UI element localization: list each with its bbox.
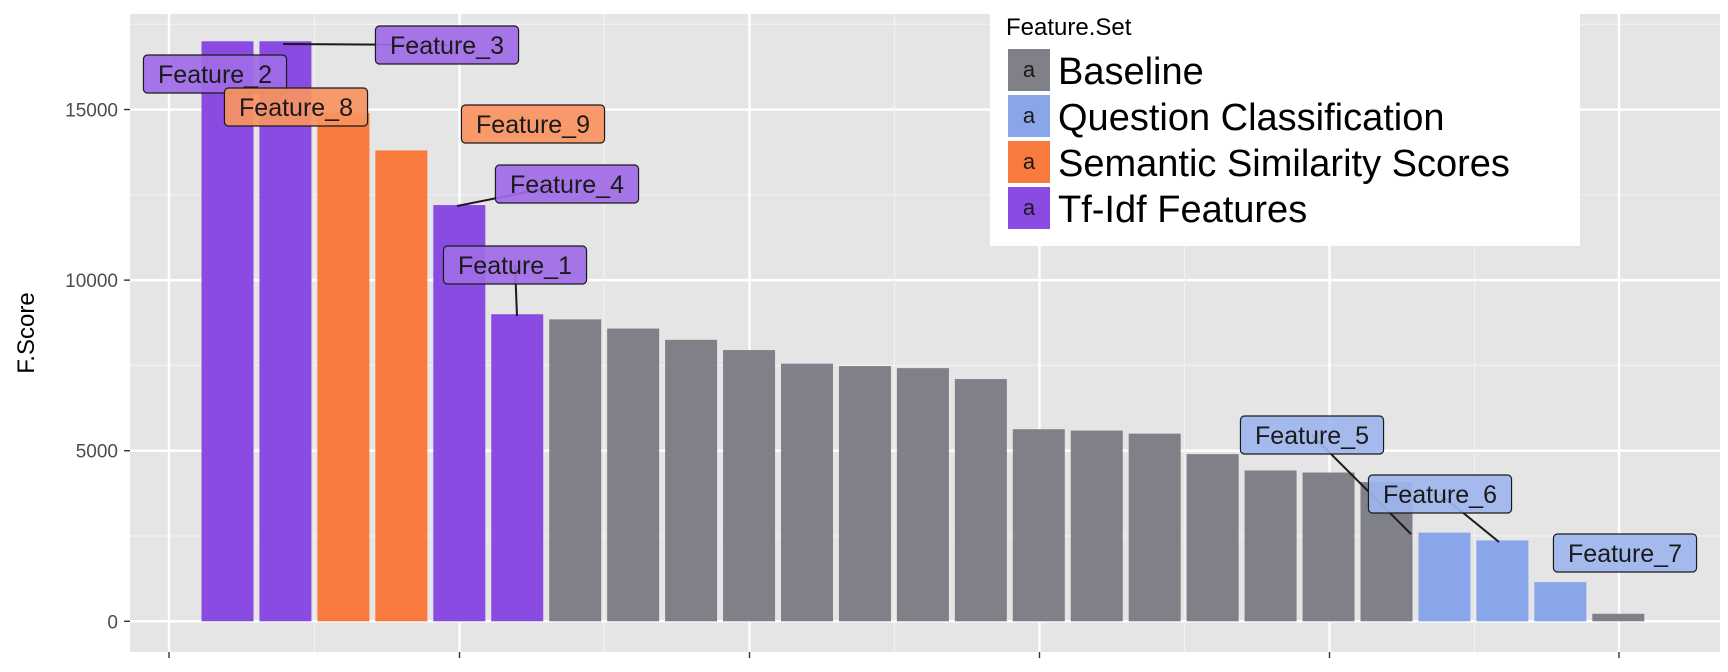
legend: Feature.Set a Baseline a Question Classific…: [990, 0, 1580, 246]
annotation-box: [374, 25, 520, 65]
legend-key-glyph: a: [1023, 103, 1036, 128]
annotation-box: [442, 245, 588, 285]
bar: [1070, 430, 1123, 622]
legend-title: Feature.Set: [1006, 14, 1132, 41]
y-tick-label: 0: [107, 612, 118, 633]
legend-key-glyph: a: [1023, 149, 1036, 174]
bar: [1186, 454, 1239, 622]
legend-key: [1006, 185, 1052, 231]
bar: [491, 314, 544, 622]
y-tick-label: 15000: [65, 101, 118, 122]
bar: [1476, 540, 1529, 622]
bar: [1244, 470, 1297, 622]
bar: [1012, 429, 1065, 622]
bar: [838, 366, 891, 622]
legend-key: [1006, 139, 1052, 185]
bar: [317, 112, 370, 622]
bar: [1534, 582, 1587, 622]
bar: [781, 363, 833, 622]
bar: [896, 368, 949, 622]
annotation-box: [1552, 533, 1698, 573]
annotation-label: Feature_3: [390, 32, 504, 60]
legend-label: Semantic Similarity Scores: [1058, 143, 1510, 185]
legend-key: [1006, 47, 1052, 93]
y-axis: 0 5000 10000 15000: [65, 101, 130, 633]
annotation-box: [142, 54, 288, 94]
annotation-box: [1367, 474, 1513, 514]
bar: [1128, 433, 1181, 622]
bar: [375, 150, 428, 622]
annotation-label: Feature_8: [239, 94, 353, 122]
legend-key-glyph: a: [1023, 57, 1036, 82]
annotation-label: Feature_9: [476, 111, 590, 139]
bar: [1302, 472, 1355, 622]
annotation-label: Feature_7: [1568, 540, 1682, 568]
annotations: Feature_2 Feature_3 Feature_8 Feature_9 Feat…: [142, 25, 1698, 573]
y-tick-label: 5000: [76, 442, 118, 463]
annotation-label: Feature_1: [458, 252, 572, 280]
annotation-label: Feature_5: [1255, 422, 1369, 450]
bar: [1418, 532, 1471, 622]
bar: [607, 328, 660, 622]
bar: [549, 319, 602, 622]
annotation-label: Feature_4: [510, 171, 624, 199]
x-axis: [168, 652, 1620, 658]
y-axis-title: F.Score: [13, 292, 40, 373]
bar: [259, 41, 312, 622]
legend-key: [1006, 93, 1052, 139]
bar: [201, 41, 254, 622]
annotation-box: [223, 87, 369, 127]
y-tick-label: 10000: [65, 271, 118, 292]
annotation-label: Feature_6: [1383, 481, 1497, 509]
bar: [723, 350, 776, 622]
annotation-box: [460, 104, 606, 144]
bar: [1592, 613, 1645, 622]
bar: [665, 339, 718, 622]
legend-label: Baseline: [1058, 51, 1204, 93]
legend-label: Question Classification: [1058, 97, 1445, 139]
legend-label: Tf-Idf Features: [1058, 189, 1307, 231]
legend-key-glyph: a: [1023, 195, 1036, 220]
annotation-box: [1239, 415, 1385, 455]
bars: [201, 41, 1645, 622]
annotation-label: Feature_2: [158, 61, 272, 89]
annotation-box: [494, 164, 640, 204]
legend-background: [990, 0, 1580, 246]
bar: [954, 379, 1007, 622]
